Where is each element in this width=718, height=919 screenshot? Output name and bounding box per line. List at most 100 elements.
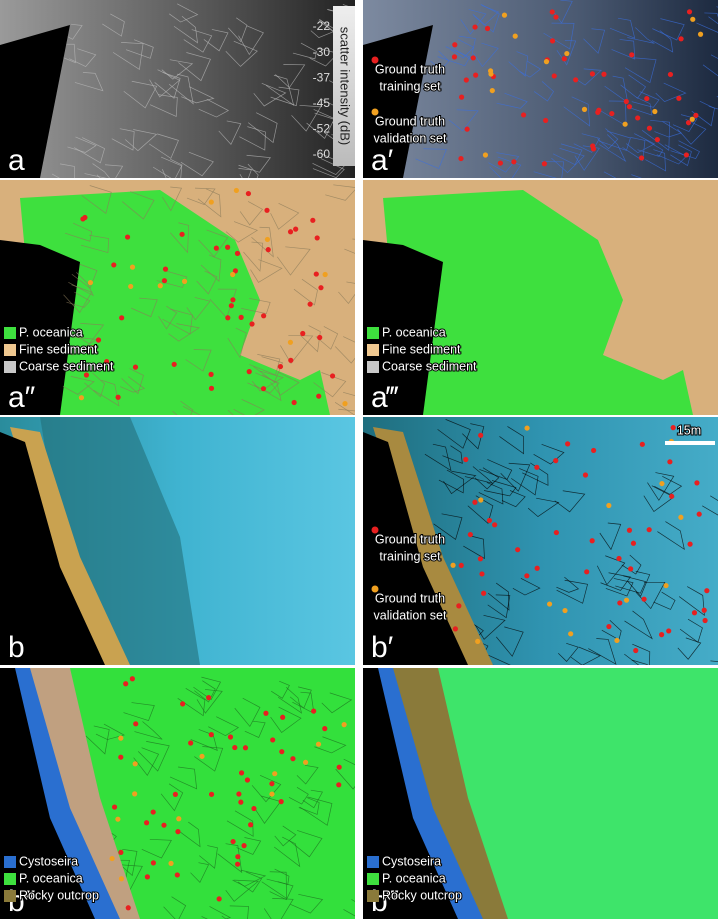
legend-text: Ground truth xyxy=(375,532,445,546)
legend-swatch xyxy=(4,327,16,339)
orange-dot xyxy=(450,563,455,568)
red-dot xyxy=(290,756,295,761)
orange-dot xyxy=(690,17,695,22)
red-dot xyxy=(629,52,634,57)
orange-dot xyxy=(490,88,495,93)
red-dot xyxy=(264,208,269,213)
panel xyxy=(363,180,718,415)
orange-dot xyxy=(128,284,133,289)
orange-dot xyxy=(562,608,567,613)
colorbar-tick: -52 xyxy=(313,122,331,136)
orange-dot xyxy=(230,272,235,277)
red-dot xyxy=(553,458,558,463)
red-dot xyxy=(601,72,606,77)
orange-dot xyxy=(690,117,695,122)
red-dot xyxy=(550,38,555,43)
red-dot xyxy=(175,829,180,834)
red-dot xyxy=(119,315,124,320)
orange-dot xyxy=(199,754,204,759)
red-dot xyxy=(310,218,315,223)
red-dot xyxy=(627,528,632,533)
red-dot xyxy=(217,896,222,901)
red-dot xyxy=(515,547,520,552)
orange-dot xyxy=(659,481,664,486)
red-dot xyxy=(550,9,555,14)
figure: a-22-30-37-45-52-60scatter intensity (dB… xyxy=(0,0,718,919)
red-dot xyxy=(534,465,539,470)
legend-text: Rocky outcrop xyxy=(382,888,462,902)
orange-dot xyxy=(488,71,493,76)
red-dot xyxy=(151,860,156,865)
red-dot xyxy=(206,695,211,700)
red-dot xyxy=(692,610,697,615)
panel-label: a xyxy=(8,144,25,177)
orange-dot xyxy=(524,425,529,430)
red-dot xyxy=(609,111,614,116)
orange-dot xyxy=(88,280,93,285)
red-dot xyxy=(241,843,246,848)
legend-swatch xyxy=(4,361,16,373)
colorbar-tick: -30 xyxy=(313,45,331,59)
orange-dot xyxy=(182,279,187,284)
red-dot xyxy=(118,850,123,855)
red-dot xyxy=(617,600,622,605)
red-dot xyxy=(300,331,305,336)
red-dot xyxy=(269,781,274,786)
red-dot xyxy=(214,246,219,251)
orange-dot xyxy=(483,152,488,157)
colorbar-tick: -37 xyxy=(313,70,331,84)
red-dot xyxy=(125,234,130,239)
red-dot xyxy=(236,791,241,796)
red-dot xyxy=(337,765,342,770)
orange-dot xyxy=(582,107,587,112)
red-dot xyxy=(606,624,611,629)
red-dot xyxy=(235,251,240,256)
orange-dot xyxy=(568,631,573,636)
legend-swatch xyxy=(4,873,16,885)
orange-dot xyxy=(176,816,181,821)
red-dot xyxy=(161,823,166,828)
legend-text: Coarse sediment xyxy=(19,359,114,373)
red-dot xyxy=(247,369,252,374)
orange-dot xyxy=(323,272,328,277)
orange-dot xyxy=(547,601,552,606)
red-dot xyxy=(678,36,683,41)
red-dot xyxy=(542,161,547,166)
red-dot xyxy=(535,566,540,571)
legend-swatch xyxy=(367,856,379,868)
red-dot xyxy=(591,448,596,453)
red-dot xyxy=(464,77,469,82)
legend-swatch xyxy=(367,873,379,885)
red-dot xyxy=(468,532,473,537)
red-dot xyxy=(209,792,214,797)
colorbar-tick: -60 xyxy=(313,147,331,161)
red-dot xyxy=(635,115,640,120)
orange-dot xyxy=(623,122,628,127)
red-dot xyxy=(640,442,645,447)
red-dot xyxy=(596,108,601,113)
red-dot xyxy=(261,386,266,391)
red-dot xyxy=(243,745,248,750)
legend-text: Cystoseira xyxy=(19,854,78,868)
red-dot xyxy=(669,494,674,499)
legend-text: training set xyxy=(379,79,441,93)
red-dot xyxy=(225,315,230,320)
colorbar-title: scatter intensity (dB) xyxy=(338,27,353,146)
red-dot xyxy=(463,457,468,462)
legend-text: P. oceanica xyxy=(19,325,83,339)
red-dot xyxy=(554,530,559,535)
orange-dot xyxy=(234,188,239,193)
red-dot xyxy=(481,591,486,596)
red-dot xyxy=(318,285,323,290)
red-dot xyxy=(279,749,284,754)
panel-label: a″ xyxy=(8,381,36,414)
red-dot xyxy=(248,822,253,827)
red-dot xyxy=(225,245,230,250)
red-dot xyxy=(261,313,266,318)
red-dot xyxy=(315,235,320,240)
legend-swatch xyxy=(4,344,16,356)
red-dot xyxy=(163,267,168,272)
scale-bar xyxy=(665,441,715,445)
red-dot xyxy=(624,99,629,104)
legend-text: Ground truth xyxy=(375,591,445,605)
